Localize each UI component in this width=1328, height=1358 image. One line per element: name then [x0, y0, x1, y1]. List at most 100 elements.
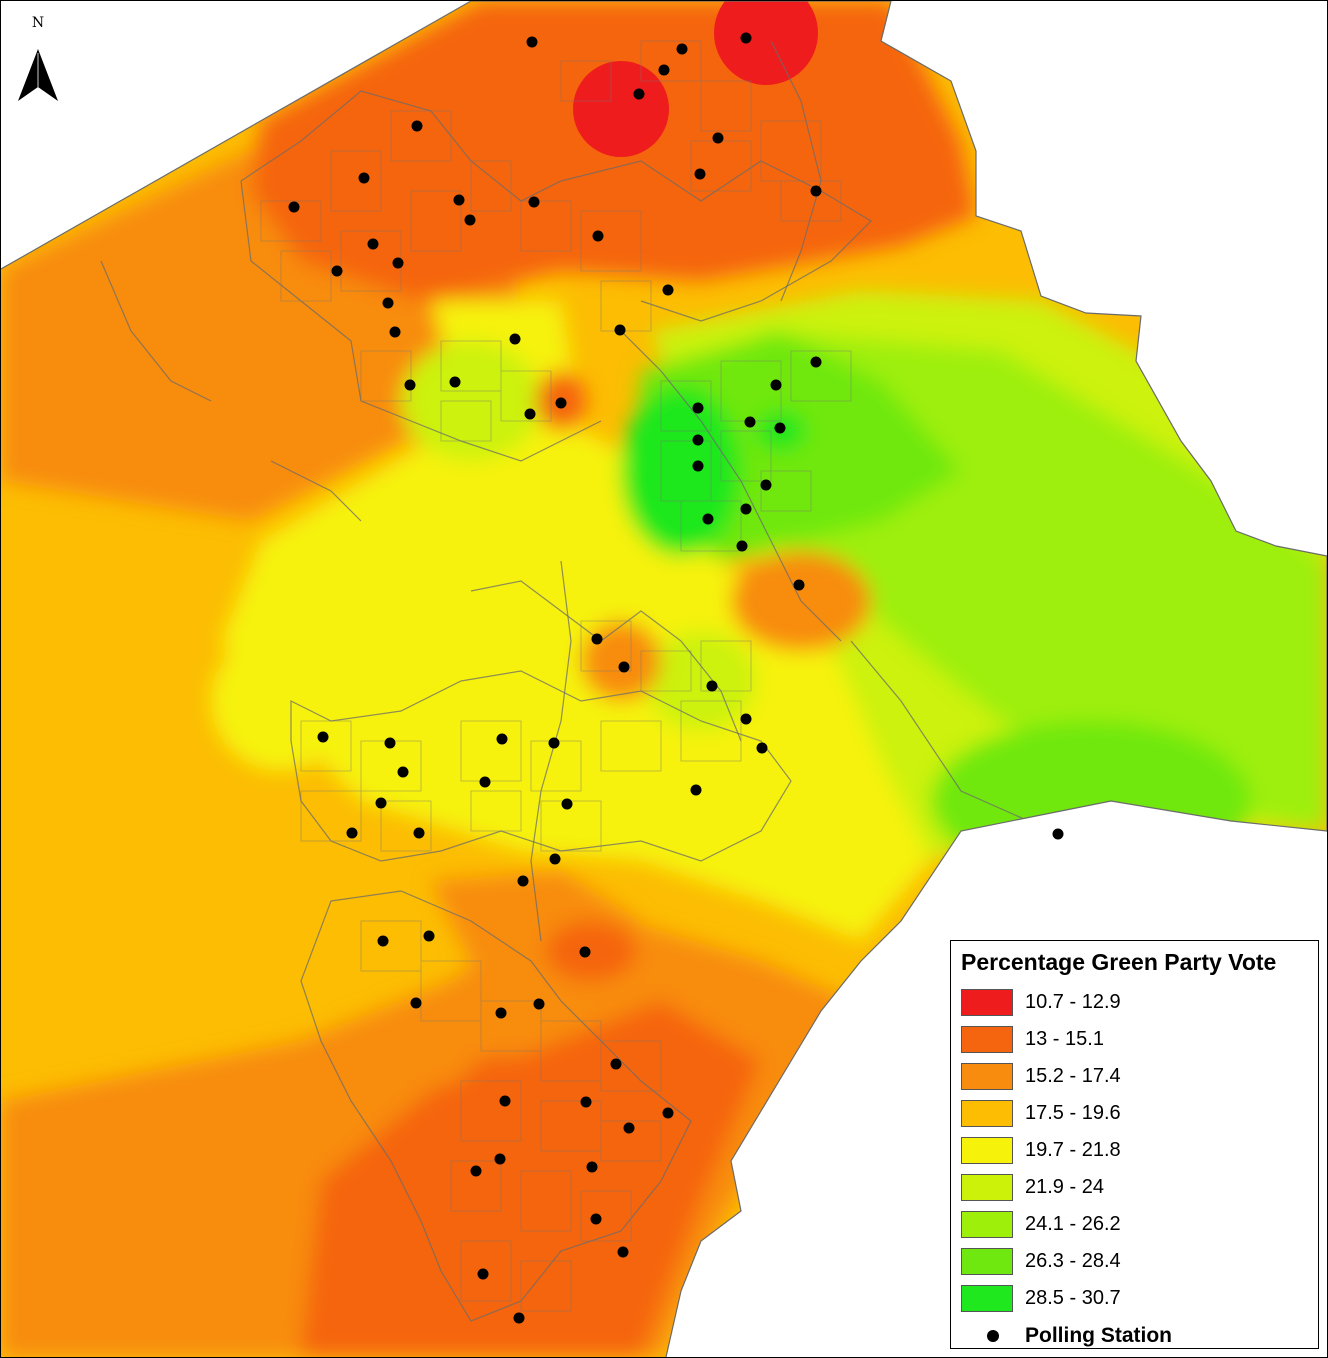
polling-station-dot	[404, 379, 416, 391]
polling-station-dot	[423, 930, 435, 942]
legend-classes: 10.7 - 12.9 13 - 15.1 15.2 - 17.4 17.5 - 19…	[961, 984, 1308, 1317]
legend-range-label: 15.2 - 17.4	[1025, 1065, 1121, 1087]
polling-station-dot	[555, 397, 567, 409]
polling-station-dot	[618, 661, 630, 673]
polling-station-dot	[702, 513, 714, 525]
legend-swatch	[961, 1137, 1013, 1164]
polling-station-dot	[389, 326, 401, 338]
legend-class-row: 15.2 - 17.4	[961, 1058, 1308, 1095]
polling-station-dot	[591, 633, 603, 645]
polling-station-dot	[331, 265, 343, 277]
legend-swatch	[961, 1026, 1013, 1053]
polling-station-dot	[740, 32, 752, 44]
legend-range-label: 17.5 - 19.6	[1025, 1102, 1121, 1124]
polling-station-dot	[692, 434, 704, 446]
polling-station-dot	[712, 132, 724, 144]
polling-station-dot	[610, 1058, 622, 1070]
polling-station-dot	[580, 1096, 592, 1108]
polling-station-dot	[586, 1161, 598, 1173]
polling-station-dot	[392, 257, 404, 269]
polling-station-dot	[288, 201, 300, 213]
legend-class-row: 19.7 - 21.8	[961, 1132, 1308, 1169]
polling-station-dot	[528, 196, 540, 208]
polling-station-dot	[756, 742, 768, 754]
polling-station-dot	[690, 784, 702, 796]
legend-class-row: 10.7 - 12.9	[961, 984, 1308, 1021]
polling-station-dot	[810, 185, 822, 197]
polling-station-dot	[377, 935, 389, 947]
polling-station-dot	[524, 408, 536, 420]
polling-station-dot	[561, 798, 573, 810]
polling-station-dot	[692, 460, 704, 472]
polling-station-dot	[470, 1165, 482, 1177]
polling-station-dot-icon	[987, 1329, 999, 1342]
polling-station-dot	[770, 379, 782, 391]
polling-station-dot	[662, 1107, 674, 1119]
polling-station-dot	[706, 680, 718, 692]
legend-swatch	[961, 989, 1013, 1016]
north-arrow-icon	[18, 49, 58, 101]
polling-station-dot	[533, 998, 545, 1010]
polling-station-dot	[810, 356, 822, 368]
polling-station-dot	[479, 776, 491, 788]
polling-station-dot	[397, 766, 409, 778]
polling-station-dot	[694, 168, 706, 180]
legend-class-row: 13 - 15.1	[961, 1021, 1308, 1058]
polling-station-dot	[413, 827, 425, 839]
polling-station-label: Polling Station	[1025, 1323, 1172, 1347]
legend-range-label: 19.7 - 21.8	[1025, 1139, 1121, 1161]
legend-swatch	[961, 1063, 1013, 1090]
legend-range-label: 28.5 - 30.7	[1025, 1287, 1121, 1309]
polling-stations	[288, 32, 1064, 1324]
polling-station-dot	[517, 875, 529, 887]
polling-station-dot	[346, 827, 358, 839]
legend-range-label: 26.3 - 28.4	[1025, 1250, 1121, 1272]
north-arrow: N	[15, 15, 61, 107]
polling-station-dot	[375, 797, 387, 809]
polling-station-dot	[740, 713, 752, 725]
polling-station-dot	[548, 737, 560, 749]
legend-class-row: 17.5 - 19.6	[961, 1095, 1308, 1132]
polling-station-dot	[358, 172, 370, 184]
polling-station-dot	[464, 214, 476, 226]
polling-station-dot	[633, 88, 645, 100]
polling-station-dot	[658, 64, 670, 76]
legend-swatch	[961, 1174, 1013, 1201]
polling-station-dot	[495, 1007, 507, 1019]
polling-station-dot	[384, 737, 396, 749]
polling-station-dot	[614, 324, 626, 336]
legend-swatch	[961, 1211, 1013, 1238]
legend: Percentage Green Party Vote 10.7 - 12.9 1…	[950, 940, 1319, 1349]
north-letter: N	[31, 15, 45, 31]
polling-station-dot	[549, 853, 561, 865]
polling-station-dot	[760, 479, 772, 491]
polling-station-dot	[382, 297, 394, 309]
legend-range-label: 24.1 - 26.2	[1025, 1213, 1121, 1235]
polling-station-dot	[367, 238, 379, 250]
polling-station-dot	[317, 731, 329, 743]
legend-title: Percentage Green Party Vote	[961, 949, 1277, 975]
polling-station-dot	[509, 333, 521, 345]
legend-range-label: 10.7 - 12.9	[1025, 991, 1121, 1013]
legend-class-row: 24.1 - 26.2	[961, 1206, 1308, 1243]
legend-class-row: 28.5 - 30.7	[961, 1280, 1308, 1317]
polling-station-dot	[526, 36, 538, 48]
polling-station-dot	[410, 997, 422, 1009]
polling-station-dot	[513, 1312, 525, 1324]
polling-station-dot	[494, 1153, 506, 1165]
polling-station-dot	[579, 946, 591, 958]
polling-station-dot	[774, 422, 786, 434]
polling-station-dot	[623, 1122, 635, 1134]
polling-station-dot	[793, 579, 805, 591]
polling-station-dot	[449, 376, 461, 388]
legend-class-row: 26.3 - 28.4	[961, 1243, 1308, 1280]
polling-station-dot	[477, 1268, 489, 1280]
legend-range-label: 13 - 15.1	[1025, 1028, 1104, 1050]
polling-station-dot	[740, 503, 752, 515]
polling-station-dot	[1052, 828, 1064, 840]
polling-station-dot	[692, 402, 704, 414]
legend-range-label: 21.9 - 24	[1025, 1176, 1104, 1198]
polling-station-dot	[617, 1246, 629, 1258]
polling-station-dot	[496, 733, 508, 745]
